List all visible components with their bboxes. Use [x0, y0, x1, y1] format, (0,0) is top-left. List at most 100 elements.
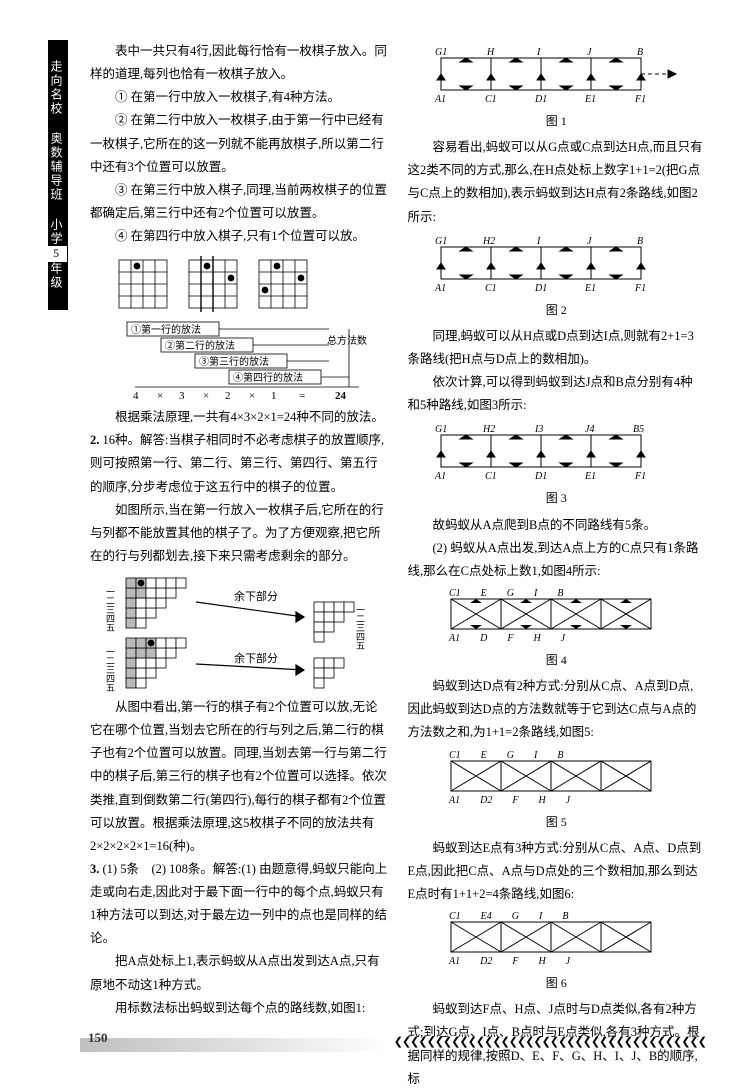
q2: 2. 16种。解答:当棋子相同时不必考虑棋子的放置顺序,则可按照第一行、第二行、… — [90, 429, 388, 498]
fig6: C1 E4 G I B A1 D2 F H J — [421, 910, 691, 968]
svg-text:一二三四五: 一二三四五 — [355, 605, 365, 650]
para: 容易看出,蚂蚁可以从G点或C点到达H点,而且只有这2类不同的方式,那么,在H点处… — [408, 136, 706, 229]
q3: 3. (1) 5条 (2) 108条。解答:(1) 由题意得,蚂蚁只能向上走或向… — [90, 858, 388, 951]
fig3: G1 H2 I3 J4 B5 A1 C1 D1 E1 F1 — [421, 421, 691, 483]
right-column: G1 H I J B A1 C1 D1 E1 F1 图 1 容易看出,蚂蚁可以从G点或C点到达H… — [408, 40, 706, 1091]
svg-text:余下部分: 余下部分 — [234, 589, 278, 603]
svg-text:A1: A1 — [434, 283, 446, 294]
para: ④ 在第四行中放入棋子,只有1个位置可以放。 — [90, 225, 388, 248]
para: 蚂蚁到达E点有3种方式:分别从C点、A点、D点到E点,因此把C点、A点与D点处的… — [408, 837, 706, 906]
fig4: C1 E G I B A1 D F H J — [421, 587, 691, 645]
stair-figure: 余下部分 余下部分 一二三四五 一二三四五 一二三四五 — [104, 572, 374, 692]
svg-text:B5: B5 — [633, 424, 644, 435]
svg-text:余下部分: 余下部分 — [234, 651, 278, 665]
svg-text:24: 24 — [335, 390, 347, 402]
fig5: C1 E G I B A1 D2 F H J — [421, 749, 691, 807]
para: 根据乘法原理,一共有4×3×2×1=24种不同的放法。 — [90, 406, 388, 429]
page-number: 150 — [88, 1026, 108, 1050]
fig1-label: 图 1 — [408, 110, 706, 132]
svg-text:3: 3 — [179, 390, 185, 402]
para: 同理,蚂蚁可以从H点或D点到达I点,则就有2+1=3条路线(把H点与D点上的数相… — [408, 325, 706, 371]
svg-text:F1: F1 — [634, 94, 646, 105]
footer-gradient — [80, 1038, 390, 1052]
svg-text:F1: F1 — [634, 471, 646, 482]
svg-text:J: J — [587, 236, 592, 247]
svg-text:④第四行的放法: ④第四行的放法 — [233, 371, 303, 384]
svg-text:B: B — [637, 236, 643, 247]
svg-text:H: H — [486, 47, 495, 58]
svg-text:J4: J4 — [585, 424, 594, 435]
tab-top: 走向名校 — [49, 60, 63, 116]
footer: 150 ❮❮❮❮❮❮❮❮❮❮❮❮❮❮❮❮❮❮❮❮❮❮❮❮❮❮❮❮❮❮❮❮❮❮❮❮… — [0, 1034, 750, 1052]
tab-bot2: 年级 — [49, 262, 63, 290]
grade: 5 — [45, 246, 67, 262]
svg-text:一二三四五: 一二三四五 — [105, 587, 115, 632]
fig6-label: 图 6 — [408, 972, 706, 994]
svg-text:A1 D2 F H J: A1 D2 F H J — [448, 956, 571, 967]
svg-text:E1: E1 — [584, 471, 596, 482]
para: 依次计算,可以得到蚂蚁到达J点和B点分别有4种和5种路线,如图3所示: — [408, 371, 706, 417]
svg-text:总方法数: 总方法数 — [327, 334, 367, 347]
svg-text:I: I — [536, 47, 541, 58]
fig4-label: 图 4 — [408, 649, 706, 671]
svg-text:D1: D1 — [534, 471, 547, 482]
svg-text:H2: H2 — [482, 424, 495, 435]
para: 表中一共只有4行,因此每行恰有一枚棋子放入。同样的道理,每列也恰有一枚棋子放入。 — [90, 40, 388, 86]
svg-text:G1: G1 — [435, 47, 447, 58]
para: (2) 蚂蚁从A点出发,到达A点上方的C点只有1条路线,那么在C点处标上数1,如… — [408, 537, 706, 583]
svg-text:G1: G1 — [435, 236, 447, 247]
side-tab: 走向名校 奥数辅导班 小学5年级 — [48, 40, 68, 310]
svg-text:C1: C1 — [485, 283, 497, 294]
left-column: 表中一共只有4行,因此每行恰有一枚棋子放入。同样的道理,每列也恰有一枚棋子放入。… — [90, 40, 388, 1091]
svg-text:C1: C1 — [485, 94, 497, 105]
svg-text:I3: I3 — [534, 424, 543, 435]
fig2-label: 图 2 — [408, 299, 706, 321]
tab-bot1: 小学 — [49, 218, 63, 246]
svg-text:A1 D F H J: A1 D F H J — [448, 633, 566, 644]
fig1: G1 H I J B A1 C1 D1 E1 F1 — [421, 44, 691, 106]
svg-text:E1: E1 — [584, 283, 596, 294]
svg-text:C1 E G I B: C1 E G I B — [449, 750, 563, 761]
svg-text:C1 E G I B: C1 E G I B — [449, 588, 563, 599]
fig5-label: 图 5 — [408, 811, 706, 833]
svg-text:×: × — [249, 390, 255, 402]
svg-text:A1 D2 F H J: A1 D2 F H J — [448, 795, 571, 806]
svg-text:②第二行的放法: ②第二行的放法 — [165, 339, 235, 352]
fig2: G1H2IJB A1C1D1E1F1 — [421, 233, 691, 295]
svg-text:D1: D1 — [534, 283, 547, 294]
svg-text:×: × — [157, 390, 163, 402]
svg-text:J: J — [587, 47, 592, 58]
svg-text:A1: A1 — [434, 471, 446, 482]
svg-text:1: 1 — [271, 390, 277, 402]
para: ③ 在第三行中放入棋子,同理,当前两枚棋子的位置都确定后,第三行中还有2个位置可… — [90, 179, 388, 225]
svg-text:一二三四五: 一二三四五 — [105, 647, 115, 692]
para: ① 在第一行中放入一枚棋子,有4种方法。 — [90, 86, 388, 109]
svg-text:①第一行的放法: ①第一行的放法 — [131, 323, 201, 336]
svg-text:G1: G1 — [435, 424, 447, 435]
svg-text:E1: E1 — [584, 94, 596, 105]
para: 如图所示,当在第一行放入一枚棋子后,它所在的行与列都不能放置其他的棋子了。为了方… — [90, 499, 388, 568]
svg-text:B: B — [637, 47, 643, 58]
svg-text:H2: H2 — [482, 236, 495, 247]
svg-text:F1: F1 — [634, 283, 646, 294]
svg-text:4: 4 — [133, 390, 139, 402]
svg-text:2: 2 — [225, 390, 231, 402]
para: 把A点处标上1,表示蚂蚁从A点出发到达A点,只有原地不动这1种方式。 — [90, 950, 388, 996]
footer-chevrons: ❮❮❮❮❮❮❮❮❮❮❮❮❮❮❮❮❮❮❮❮❮❮❮❮❮❮❮❮❮❮❮❮❮❮❮❮❮❮ — [394, 1032, 706, 1052]
para: 从图中看出,第一行的棋子有2个位置可以放,无论它在哪个位置,当划去它所在的行与列… — [90, 696, 388, 858]
para: 用标数法标出蚂蚁到达每个点的路线数,如图1: — [90, 997, 388, 1020]
svg-text:C1: C1 — [485, 471, 497, 482]
svg-text:③第三行的放法: ③第三行的放法 — [199, 355, 269, 368]
svg-text:C1 E4 G I B: C1 E4 G I B — [449, 911, 568, 922]
fig3-label: 图 3 — [408, 487, 706, 509]
svg-text:A1: A1 — [434, 94, 446, 105]
grid-tree-figure: ①第一行的放法 ②第二行的放法 ③第三行的放法 ④第四行的放法 总方法数 4 ×… — [99, 252, 379, 402]
tab-mid: 奥数辅导班 — [49, 132, 63, 202]
page: 表中一共只有4行,因此每行恰有一枚棋子放入。同样的道理,每列也恰有一枚棋子放入。… — [0, 0, 750, 1091]
para: 蚂蚁到达D点有2种方式:分别从C点、A点到D点,因此蚂蚁到达D点的方法数就等于它… — [408, 675, 706, 744]
para: 故蚂蚁从A点爬到B点的不同路线有5条。 — [408, 514, 706, 537]
svg-text:=: = — [299, 390, 305, 402]
svg-text:D1: D1 — [534, 94, 547, 105]
q3-num: 3. — [90, 862, 99, 876]
q2-num: 2. — [90, 433, 99, 447]
